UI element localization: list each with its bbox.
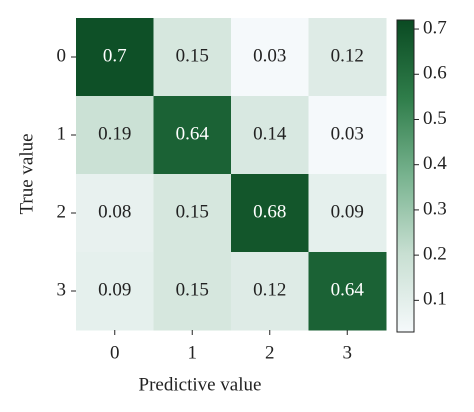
- x-axis-label: Predictive value: [139, 374, 262, 395]
- cell-label: 0.64: [331, 279, 365, 300]
- y-tick-label: 1: [57, 123, 67, 144]
- x-tick-label: 0: [110, 342, 120, 363]
- x-tick-label: 3: [343, 342, 353, 363]
- cell-label: 0.09: [98, 279, 131, 300]
- cell-label: 0.08: [98, 201, 131, 222]
- cell-label: 0.12: [331, 45, 364, 66]
- cell-label: 0.15: [176, 201, 209, 222]
- cell-label: 0.15: [176, 45, 209, 66]
- cell-label: 0.64: [176, 123, 210, 144]
- y-axis-label: True value: [16, 133, 37, 214]
- colorbar-tick-label: 0.3: [423, 198, 447, 219]
- cell-label: 0.7: [103, 45, 127, 66]
- colorbar-tick-label: 0.6: [423, 63, 447, 84]
- cell-label: 0.12: [253, 279, 286, 300]
- colorbar: [397, 20, 414, 332]
- cell-label: 0.09: [331, 201, 364, 222]
- chart: Predictive value True value 0.7 0.15 0.03 0…: [0, 0, 474, 412]
- cell-label: 0.14: [253, 123, 287, 144]
- x-tick-label: 2: [265, 342, 275, 363]
- x-tick-label: 1: [188, 342, 198, 363]
- y-tick-label: 3: [57, 279, 67, 300]
- colorbar-tick-label: 0.5: [423, 108, 447, 129]
- colorbar-tick-label: 0.2: [423, 243, 447, 264]
- cell-label: 0.68: [253, 201, 286, 222]
- colorbar-tick-label: 0.4: [423, 153, 447, 174]
- colorbar-tick-label: 0.1: [423, 289, 447, 310]
- colorbar-tick-label: 0.7: [423, 17, 447, 38]
- cell-label: 0.19: [98, 123, 131, 144]
- cell-label: 0.03: [253, 45, 286, 66]
- cell-label: 0.03: [331, 123, 364, 144]
- cell-label: 0.15: [176, 279, 209, 300]
- y-tick-label: 0: [57, 45, 67, 66]
- y-tick-label: 2: [57, 201, 67, 222]
